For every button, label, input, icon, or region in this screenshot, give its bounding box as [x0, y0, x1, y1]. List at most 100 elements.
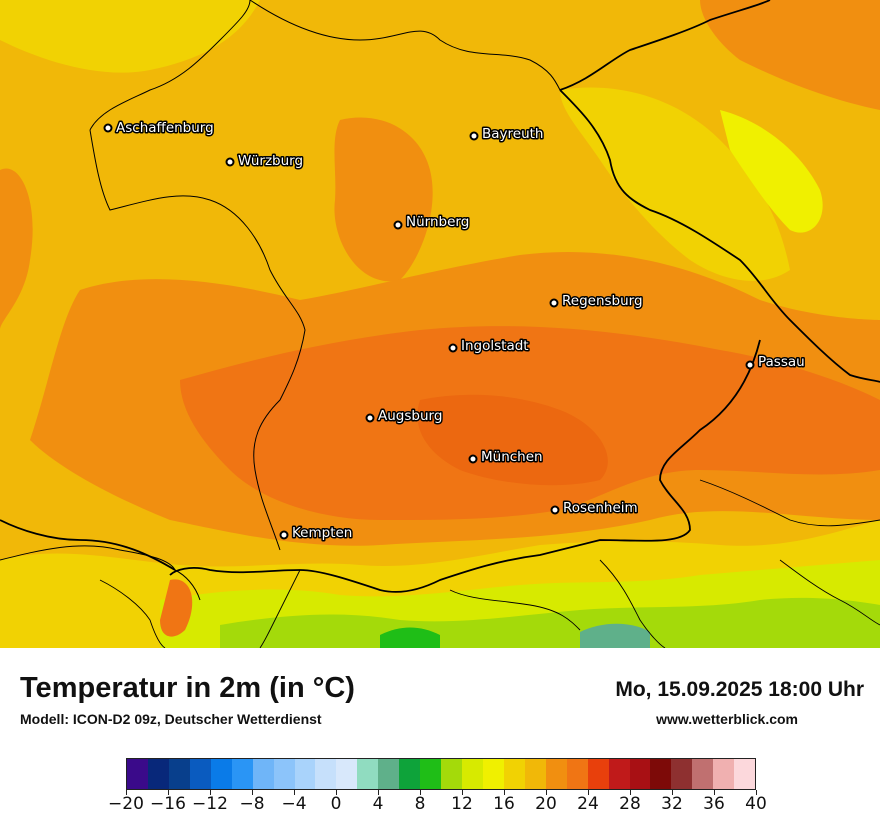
- colorbar-swatch: [566, 759, 588, 789]
- colorbar-tickmark: [126, 790, 127, 795]
- colorbar-swatch: [503, 759, 525, 789]
- colorbar-tickmark: [336, 790, 337, 795]
- colorbar-tickmark: [462, 790, 463, 795]
- city-dot-icon: [745, 360, 755, 370]
- austria-regional-borders: [99, 479, 880, 649]
- colorbar-tick-label: 28: [619, 794, 641, 814]
- national-borders: [0, 0, 880, 593]
- colorbar-swatch: [545, 759, 567, 789]
- city-bayreuth[interactable]: Bayreuth: [469, 125, 545, 144]
- temperature-field-warm-west: [0, 168, 33, 330]
- colorbar-swatch: [231, 759, 253, 789]
- colorbar-swatch: [127, 759, 148, 789]
- city-dot-icon: [365, 413, 375, 423]
- colorbar-swatch: [336, 759, 358, 789]
- colorbar-swatch: [629, 759, 651, 789]
- colorbar-tick-label: 20: [535, 794, 557, 814]
- forecast-datetime: Mo, 15.09.2025 18:00 Uhr: [615, 678, 864, 701]
- temperature-field-warm-nuernberg: [334, 117, 433, 282]
- website-link[interactable]: www.wetterblick.com: [656, 711, 798, 727]
- city-wuerzburg[interactable]: Würzburg: [225, 152, 305, 171]
- colorbar-swatch: [441, 759, 462, 789]
- state-borders: [0, 0, 561, 601]
- colorbar-tick-label: −12: [192, 794, 228, 814]
- colorbar-tick-label: −8: [239, 794, 265, 814]
- colorbar-tick-label: 16: [493, 794, 515, 814]
- city-passau[interactable]: Passau: [745, 353, 806, 372]
- city-label: Würzburg: [238, 153, 303, 169]
- colorbar-tickmark: [294, 790, 295, 795]
- city-dot-icon: [225, 157, 235, 167]
- city-label: Ingolstadt: [461, 338, 529, 354]
- colorbar-tickmark: [630, 790, 631, 795]
- temperature-field-lake-constance: [160, 579, 193, 637]
- map-canvas: Aschaffenburg Würzburg Bayreuth Nürnberg…: [0, 0, 880, 649]
- city-dot-icon: [469, 131, 479, 141]
- colorbar-swatch: [252, 759, 274, 789]
- colorbar-tick-label: −20: [108, 794, 144, 814]
- colorbar-tickmark: [588, 790, 589, 795]
- colorbar-ticks: −20 −16 −12 −8 −4 0 4 8 12 16 20 24 28 32 36 40: [0, 790, 880, 820]
- temperature-map[interactable]: Aschaffenburg Würzburg Bayreuth Nürnberg…: [0, 0, 880, 649]
- colorbar-swatch: [168, 759, 190, 789]
- colorbar-swatch: [378, 759, 400, 789]
- colorbar-tick-label: 12: [451, 794, 473, 814]
- colorbar-tick-label: −4: [281, 794, 307, 814]
- colorbar-swatch: [692, 759, 714, 789]
- city-label: Passau: [758, 354, 805, 370]
- city-rosenheim[interactable]: Rosenheim: [550, 499, 639, 518]
- city-label: München: [481, 449, 543, 465]
- city-dot-icon: [393, 220, 403, 230]
- city-label: Bayreuth: [482, 126, 544, 142]
- colorbar-swatch: [189, 759, 211, 789]
- city-nuernberg[interactable]: Nürnberg: [393, 213, 471, 232]
- city-ingolstadt[interactable]: Ingolstadt: [448, 337, 530, 356]
- colorbar-tickmark: [168, 790, 169, 795]
- colorbar-tick-label: 4: [372, 794, 384, 814]
- temperature-field-cool-bohemia: [560, 87, 790, 281]
- colorbar-swatch: [399, 759, 421, 789]
- city-muenchen[interactable]: München: [468, 448, 544, 467]
- colorbar-swatch: [713, 759, 735, 789]
- colorbar-swatch: [420, 759, 442, 789]
- colorbar-swatch: [734, 759, 756, 789]
- colorbar-tickmark: [672, 790, 673, 795]
- city-markers: Aschaffenburg Würzburg Bayreuth Nürnberg…: [103, 119, 806, 543]
- city-label: Rosenheim: [563, 500, 638, 516]
- city-label: Nürnberg: [406, 214, 469, 230]
- colorbar-tickmark: [252, 790, 253, 795]
- city-dot-icon: [279, 530, 289, 540]
- city-dot-icon: [468, 454, 478, 464]
- colorbar-swatch: [273, 759, 295, 789]
- city-augsburg[interactable]: Augsburg: [365, 407, 444, 426]
- colorbar-swatch: [482, 759, 504, 789]
- city-kempten[interactable]: Kempten: [279, 524, 354, 543]
- colorbar-swatch: [147, 759, 169, 789]
- colorbar-tick-label: 32: [661, 794, 683, 814]
- city-label: Kempten: [292, 525, 352, 541]
- city-label: Aschaffenburg: [116, 120, 214, 136]
- colorbar-swatch: [608, 759, 630, 789]
- colorbar-tick-label: −16: [150, 794, 186, 814]
- colorbar-tick-label: 0: [330, 794, 342, 814]
- colorbar-swatch: [210, 759, 232, 789]
- city-dot-icon: [448, 343, 458, 353]
- colorbar-tick-label: 40: [745, 794, 767, 814]
- temperature-field-alps-peak-1: [380, 627, 440, 648]
- temperature-field-warm-northeast: [700, 0, 880, 110]
- colorbar-tick-label: 36: [703, 794, 725, 814]
- colorbar-tickmark: [420, 790, 421, 795]
- colorbar-swatch: [294, 759, 316, 789]
- temperature-field-cool-bohemia-inner: [720, 110, 823, 233]
- city-label: Regensburg: [562, 293, 643, 309]
- map-title: Temperatur in 2m (in °C): [20, 672, 355, 704]
- colorbar-tick-label: 8: [414, 794, 426, 814]
- colorbar-tick-label: 24: [577, 794, 599, 814]
- temperature-field-alps-peak-2: [580, 623, 650, 648]
- city-aschaffenburg[interactable]: Aschaffenburg: [103, 119, 215, 138]
- colorbar-tickmark: [756, 790, 757, 795]
- colorbar-swatch: [315, 759, 337, 789]
- temperature-field-cool-north: [0, 0, 260, 73]
- colorbar-swatch: [524, 759, 546, 789]
- city-regensburg[interactable]: Regensburg: [549, 292, 644, 311]
